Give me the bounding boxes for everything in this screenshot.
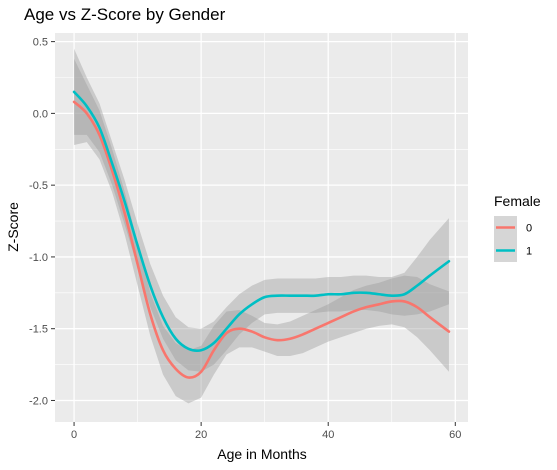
grid-lines xyxy=(55,33,468,422)
plot-panel xyxy=(55,33,468,422)
y-tick-label: 0.0 xyxy=(33,108,48,120)
series-line-1 xyxy=(72,90,451,353)
y-axis-title: Z-Score xyxy=(5,202,21,252)
chart-title: Age vs Z-Score by Gender xyxy=(24,5,226,24)
confidence-band-0 xyxy=(74,58,449,404)
legend: Female 01 xyxy=(494,193,541,262)
x-axis-ticks: 0 20 40 60 xyxy=(71,422,461,441)
series-lines xyxy=(72,90,451,379)
y-axis-ticks: 0.5 0.0 -0.5 -1.0 -1.5 -2.0 xyxy=(29,37,55,407)
legend-label-0: 0 xyxy=(526,223,532,235)
y-tick-label: 0.5 xyxy=(33,37,48,49)
series-line-0 xyxy=(72,100,451,379)
x-axis-title: Age in Months xyxy=(217,446,307,462)
y-tick-label: -2.0 xyxy=(29,395,48,407)
x-tick-label: 40 xyxy=(322,429,334,441)
x-tick-label: 60 xyxy=(449,429,461,441)
legend-title: Female xyxy=(494,193,541,209)
y-tick-label: -1.5 xyxy=(29,324,48,336)
legend-keys: 01 xyxy=(494,216,532,262)
y-tick-label: -0.5 xyxy=(29,180,48,192)
confidence-band-1 xyxy=(74,48,449,372)
y-tick-label: -1.0 xyxy=(29,252,48,264)
x-tick-label: 20 xyxy=(195,429,207,441)
x-tick-label: 0 xyxy=(71,429,77,441)
legend-label-1: 1 xyxy=(526,246,532,258)
confidence-bands xyxy=(74,48,449,404)
